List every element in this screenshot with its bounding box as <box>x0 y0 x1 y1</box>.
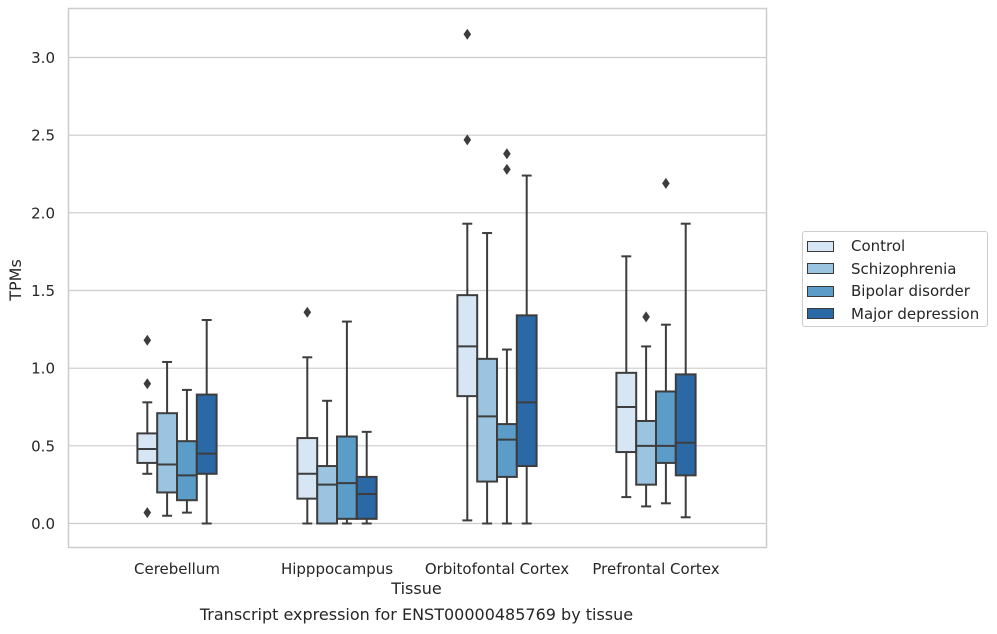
x-tick-label: Orbitofontal Cortex <box>425 560 569 578</box>
outlier-point <box>463 28 472 40</box>
legend-label: Bipolar disorder <box>851 282 970 300</box>
box-bipolar-disorder <box>655 177 677 505</box>
box-major-depression <box>515 174 538 525</box>
box-rect <box>176 440 198 502</box>
legend-label: Major depression <box>851 304 980 323</box>
x-tick-labels: Cerebellum Hipppocampus Orbitofontal Corte… <box>134 560 720 578</box>
outlier-point <box>143 378 152 390</box>
y-axis-label: TPMs <box>6 259 25 302</box>
legend-label: Control <box>851 237 906 255</box>
outlier-point <box>503 148 511 160</box>
box-rect <box>316 465 339 525</box>
chart-caption: Transcript expression for ENST0000048576… <box>199 605 634 624</box>
y-tick-label: 0.0 <box>31 515 55 533</box>
legend-item: Major depression <box>807 303 979 325</box>
y-tick-label: 2.5 <box>31 127 55 145</box>
plot-frame <box>67 7 768 549</box>
box-schizophrenia <box>476 232 499 525</box>
x-tick-label: Cerebellum <box>134 560 220 578</box>
y-tick-label: 1.5 <box>31 282 55 300</box>
y-tick-labels: 0.0 0.5 1.0 1.5 2.0 2.5 3.0 <box>31 49 55 533</box>
outlier-point <box>503 163 511 175</box>
y-tick-label: 3.0 <box>31 49 55 67</box>
box-major-depression <box>195 319 218 525</box>
box-rect <box>515 314 538 468</box>
box-rect <box>355 475 378 520</box>
box-groups <box>136 28 697 525</box>
box-control <box>615 255 638 499</box>
legend-label: Schizophrenia <box>851 259 957 278</box>
outlier-point <box>463 134 472 146</box>
box-major-depression <box>355 430 378 525</box>
y-tick-label: 0.5 <box>31 437 55 455</box>
box-bipolar-disorder <box>336 320 358 525</box>
outlier-point <box>143 334 152 346</box>
x-axis-label: Tissue <box>391 579 442 598</box>
x-tick-label: Prefrontal Cortex <box>592 560 719 578</box>
box-schizophrenia <box>316 399 339 525</box>
legend-item: Schizophrenia <box>807 258 956 280</box>
x-tick-label: Hipppocampus <box>281 560 393 578</box>
box-rect <box>655 390 677 464</box>
box-major-depression <box>674 222 697 519</box>
legend-swatch <box>807 240 834 252</box>
box-control <box>296 306 319 525</box>
legend-item: Bipolar disorder <box>807 280 970 302</box>
box-rect <box>615 371 638 454</box>
box-bipolar-disorder <box>176 388 198 514</box>
box-bipolar-disorder <box>496 148 518 525</box>
outlier-point <box>642 311 650 323</box>
box-schizophrenia <box>635 311 658 508</box>
box-control <box>136 334 159 519</box>
box-control <box>456 28 479 522</box>
box-rect <box>336 435 358 520</box>
outlier-point <box>662 177 670 189</box>
legend-swatch <box>807 285 834 297</box>
box-rect <box>496 423 518 478</box>
outlier-point <box>303 306 312 318</box>
box-rect <box>635 419 658 486</box>
y-tick-label: 2.0 <box>31 204 55 222</box>
box-rect <box>296 437 319 500</box>
legend-item: Control <box>807 235 905 257</box>
box-rect <box>156 412 178 494</box>
y-tick-label: 1.0 <box>31 360 55 378</box>
legend-swatch <box>807 308 834 319</box>
box-schizophrenia <box>156 360 178 517</box>
box-rect <box>195 393 218 475</box>
legend-swatch <box>807 263 834 274</box>
box-rect <box>476 357 499 483</box>
box-rect <box>674 373 697 477</box>
outlier-point <box>143 507 152 519</box>
legend: Control Schizophrenia Bipolar disorder Majo… <box>802 231 988 327</box>
